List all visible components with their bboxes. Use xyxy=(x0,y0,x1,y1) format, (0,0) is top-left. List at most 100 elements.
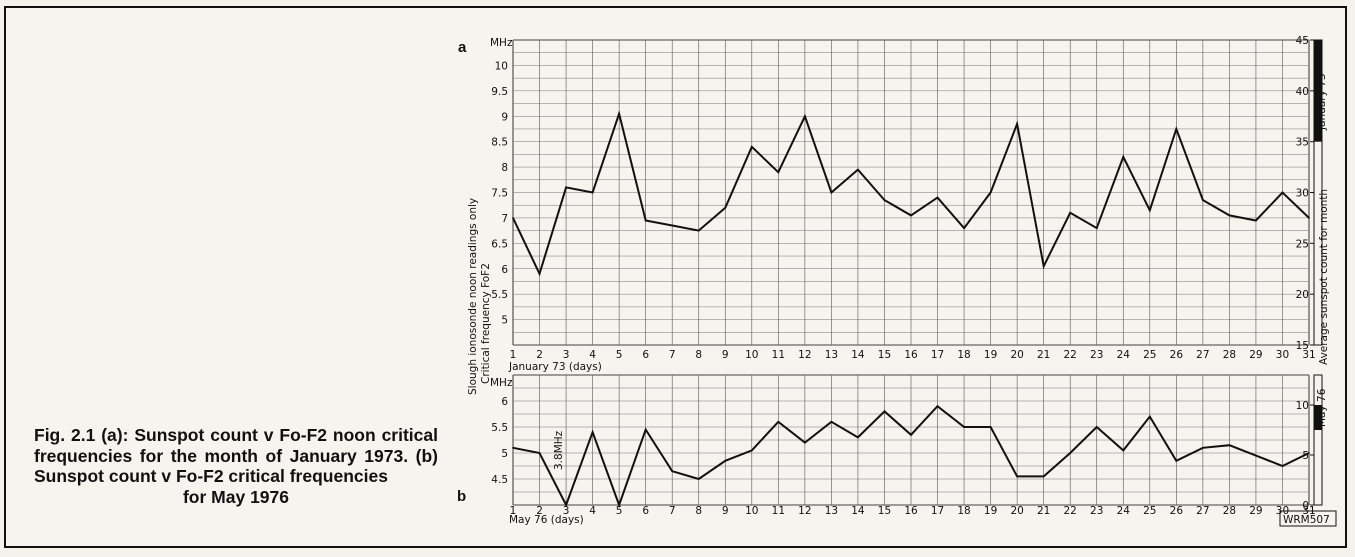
data-point xyxy=(1122,156,1125,158)
sunspot-axis-label: Average sunspot count for month xyxy=(1318,189,1330,365)
y-tick-label: 6.5 xyxy=(491,238,508,250)
data-point xyxy=(1095,227,1098,229)
x-tick-label: 1 xyxy=(510,505,517,517)
data-point xyxy=(1308,217,1310,219)
x-tick-label: 9 xyxy=(722,505,729,517)
data-point xyxy=(910,434,912,436)
x-tick-label: 9 xyxy=(722,349,729,361)
data-point xyxy=(910,214,912,217)
x-tick-label: 27 xyxy=(1196,349,1209,361)
data-point xyxy=(565,504,567,506)
data-point xyxy=(512,447,514,449)
x-tick-label: 11 xyxy=(772,505,785,517)
sunspot-tick-label: 10 xyxy=(1296,400,1309,412)
data-point xyxy=(512,217,514,219)
data-point xyxy=(724,460,727,462)
x-tick-label: 18 xyxy=(957,349,970,361)
x-tick-label: 13 xyxy=(825,505,838,517)
x-axis-label-a: January 73 (days) xyxy=(508,361,602,373)
x-tick-label: 17 xyxy=(931,505,944,517)
panel-a-label: a xyxy=(458,39,467,56)
x-tick-label: 20 xyxy=(1010,349,1023,361)
sunspot-bar-label-b: May 76 xyxy=(1316,388,1328,427)
data-point xyxy=(591,191,594,194)
x-tick-label: 19 xyxy=(984,349,997,361)
x-tick-label: 10 xyxy=(745,505,758,517)
data-point xyxy=(671,224,673,227)
y-axis-unit-a: MHz xyxy=(490,37,513,49)
x-tick-label: 22 xyxy=(1064,349,1077,361)
data-point xyxy=(1175,460,1178,462)
sunspot-tick-label: 40 xyxy=(1296,86,1309,98)
data-point xyxy=(1255,219,1257,222)
x-tick-label: 23 xyxy=(1090,349,1103,361)
series-layer xyxy=(512,110,1310,508)
x-tick-label: 14 xyxy=(851,349,865,361)
figure-caption: Fig. 2.1 (a): Sunspot count v Fo-F2 noon… xyxy=(34,425,438,507)
x-tick-label: 31 xyxy=(1302,349,1315,361)
y-tick-label: 8 xyxy=(501,162,508,174)
y-tick-label: 5 xyxy=(501,315,508,327)
x-tick-label: 26 xyxy=(1170,505,1184,517)
x-tick-label: 2 xyxy=(536,505,543,517)
sunspot-bar-label-a: January 73 xyxy=(1316,73,1328,131)
data-point xyxy=(936,405,939,408)
data-point xyxy=(724,206,727,209)
data-point xyxy=(1202,447,1204,449)
code-box xyxy=(1279,510,1337,527)
annotation-3-8mhz: 3.8MHz xyxy=(553,430,565,470)
x-tick-label: 24 xyxy=(1117,349,1131,361)
grid-layer xyxy=(512,39,1310,506)
panel-b-label: b xyxy=(457,488,466,505)
x-tick-label: 30 xyxy=(1276,349,1289,361)
data-point xyxy=(936,196,939,199)
y-tick-label: 6 xyxy=(501,264,508,276)
data-point xyxy=(1095,426,1098,428)
data-point xyxy=(697,478,700,480)
data-point xyxy=(830,191,833,194)
x-tick-label: 10 xyxy=(745,349,758,361)
data-point xyxy=(1149,209,1151,212)
data-point xyxy=(751,145,753,148)
data-point xyxy=(989,426,992,428)
y-tick-label: 6 xyxy=(501,396,508,408)
x-tick-label: 29 xyxy=(1249,349,1262,361)
data-point xyxy=(963,426,965,428)
sunspot-bar xyxy=(1314,40,1322,142)
y-axis-label-line1: Slough ionosonde noon readings only xyxy=(467,198,479,395)
data-point xyxy=(618,112,620,115)
x-tick-label: 20 xyxy=(1010,505,1023,517)
data-point xyxy=(565,186,567,189)
x-tick-label: 4 xyxy=(589,505,596,517)
data-point xyxy=(538,273,541,275)
x-tick-label: 25 xyxy=(1143,505,1156,517)
x-tick-label: 11 xyxy=(772,349,785,361)
x-tick-label: 15 xyxy=(878,505,891,517)
data-point xyxy=(1281,465,1284,467)
sunspot-tick-label: 35 xyxy=(1296,137,1309,149)
data-point xyxy=(1069,452,1071,454)
data-point xyxy=(644,428,647,431)
x-tick-label: 3 xyxy=(563,349,570,361)
x-tick-label: 7 xyxy=(669,349,676,361)
data-point xyxy=(1308,452,1310,454)
x-tick-label: 19 xyxy=(984,505,997,517)
caption-text-end: for May 1976 xyxy=(182,486,290,507)
data-point xyxy=(1122,449,1125,452)
data-point xyxy=(697,229,700,232)
x-tick-label: 1 xyxy=(510,349,517,361)
x-tick-label: 5 xyxy=(616,349,623,361)
x-tick-label: 15 xyxy=(878,349,891,361)
data-point xyxy=(644,219,647,222)
x-tick-label: 21 xyxy=(1037,505,1050,517)
x-tick-label: 25 xyxy=(1143,349,1156,361)
x-tick-label: 28 xyxy=(1223,505,1236,517)
data-point xyxy=(751,449,753,452)
x-tick-label: 6 xyxy=(642,349,649,361)
data-point xyxy=(1069,212,1071,214)
axes-layer xyxy=(1310,39,1323,506)
data-point xyxy=(1202,199,1204,201)
x-tick-label: 14 xyxy=(851,505,865,517)
y-axis-unit-b: MHz xyxy=(490,377,513,389)
x-tick-label: 12 xyxy=(798,505,811,517)
